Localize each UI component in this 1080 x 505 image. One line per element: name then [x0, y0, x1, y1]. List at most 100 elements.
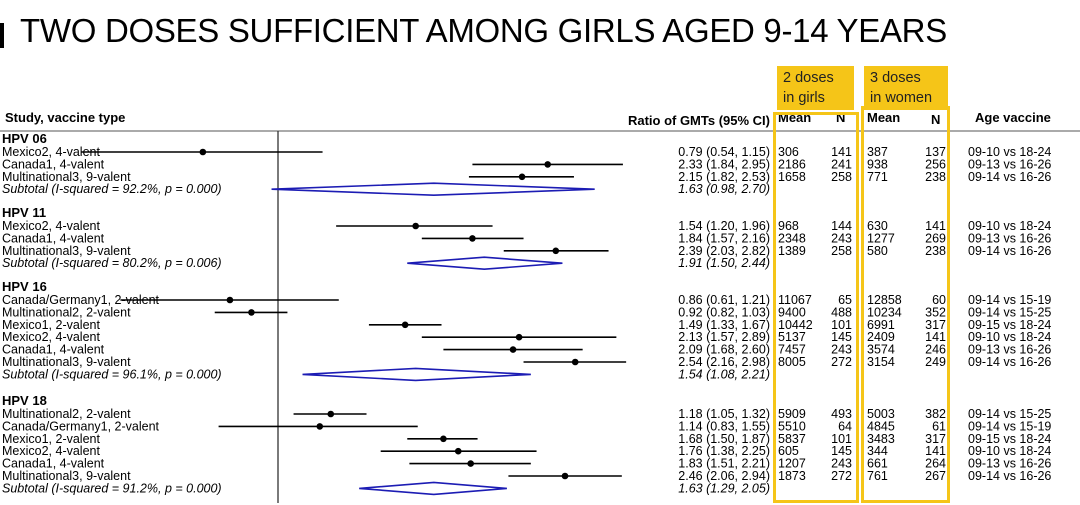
mean-women-value: 771 [867, 170, 888, 184]
point-estimate [316, 423, 324, 430]
subtotal-ci-text: 1.91 (1.50, 2.44) [678, 256, 770, 270]
n-girls-value: 243 [831, 231, 852, 245]
n-girls-value: 243 [831, 457, 852, 471]
mean-girls-value: 1389 [778, 244, 806, 258]
n-girls-value: 101 [831, 432, 852, 446]
mean-women-value: 580 [867, 244, 888, 258]
mean-women-value: 387 [867, 145, 888, 159]
mean-women-value: 10234 [867, 305, 902, 319]
ci-text: 1.84 (1.57, 2.16) [678, 231, 770, 245]
point-estimate [248, 309, 255, 316]
n-women-value: 141 [925, 219, 946, 233]
highlight-box-women [861, 106, 950, 503]
group-label: HPV 16 [2, 279, 47, 294]
n-girls-value: 65 [838, 293, 852, 307]
col-header-study: Study, vaccine type [5, 110, 125, 125]
point-estimate [571, 358, 579, 366]
subtotal-label: Subtotal (I-squared = 80.2%, p = 0.006) [2, 256, 222, 270]
group-label: HPV 11 [2, 205, 46, 220]
study-label: Canada/Germany1, 2-valent [2, 419, 160, 433]
mean-girls-value: 5909 [778, 407, 806, 421]
col-header-ratio: Ratio of GMTs (95% CI) [628, 113, 770, 128]
mean-women-value: 3574 [867, 343, 895, 357]
age-value: 09-13 vs 16-26 [968, 457, 1051, 471]
n-girls-value: 258 [831, 244, 852, 258]
mean-women-value: 2409 [867, 330, 895, 344]
age-value: 09-14 vs 16-26 [968, 244, 1051, 258]
n-women-value: 382 [925, 407, 946, 421]
col-header-mean-women: Mean [867, 110, 900, 125]
point-estimate [509, 346, 517, 353]
study-label: Canada1, 4-valent [2, 343, 105, 357]
mean-girls-value: 605 [778, 444, 799, 458]
subtotal-diamond [359, 481, 507, 496]
n-girls-value: 145 [831, 444, 852, 458]
n-women-value: 267 [925, 469, 946, 483]
age-value: 09-15 vs 18-24 [968, 432, 1051, 446]
age-value: 09-10 vs 18-24 [968, 219, 1051, 233]
study-label: Mexico2, 4-valent [2, 444, 100, 458]
study-label: Mexico1, 2-valent [2, 318, 100, 332]
n-women-value: 238 [925, 244, 946, 258]
mean-girls-value: 2348 [778, 231, 806, 245]
col-header-n-girls: N [836, 110, 845, 125]
mean-women-value: 630 [867, 219, 888, 233]
point-estimate [544, 161, 551, 168]
point-estimate [454, 447, 462, 455]
n-girls-value: 241 [831, 157, 852, 171]
study-label: Multinational3, 9-valent [2, 469, 131, 483]
n-girls-value: 243 [831, 343, 852, 357]
group-label: HPV 18 [2, 393, 47, 408]
age-value: 09-13 vs 16-26 [968, 157, 1051, 171]
n-girls-value: 272 [831, 355, 852, 369]
point-estimate [515, 333, 523, 341]
age-value: 09-10 vs 18-24 [968, 444, 1051, 458]
mean-women-value: 4845 [867, 419, 895, 433]
point-estimate [467, 460, 474, 467]
n-women-value: 317 [925, 432, 946, 446]
mean-girls-value: 968 [778, 219, 799, 233]
point-estimate [469, 235, 476, 242]
ci-text: 1.18 (1.05, 1.32) [678, 407, 770, 421]
mean-girls-value: 7457 [778, 343, 806, 357]
study-label: Multinational2, 2-valent [2, 305, 131, 319]
subtotal-ci-text: 1.63 (0.98, 2.70) [678, 182, 770, 196]
n-women-value: 60 [932, 293, 946, 307]
n-women-value: 256 [925, 157, 946, 171]
n-women-value: 137 [925, 145, 946, 159]
mean-women-value: 761 [867, 469, 888, 483]
n-women-value: 249 [925, 355, 946, 369]
mean-girls-value: 9400 [778, 305, 806, 319]
col-header-n-women: N [931, 112, 940, 127]
point-estimate [199, 148, 207, 156]
point-estimate [518, 173, 526, 181]
mean-women-value: 6991 [867, 318, 895, 332]
n-girls-value: 64 [838, 419, 852, 433]
n-girls-value: 101 [831, 318, 852, 332]
point-estimate [440, 435, 447, 443]
mean-women-value: 5003 [867, 407, 895, 421]
age-value: 09-14 vs 16-26 [968, 469, 1051, 483]
mean-girls-value: 8005 [778, 355, 806, 369]
ci-text: 2.46 (2.06, 2.94) [678, 469, 770, 483]
point-estimate [327, 410, 335, 418]
n-women-value: 141 [925, 444, 946, 458]
mean-girls-value: 5837 [778, 432, 806, 446]
study-label: Mexico2, 4-valent [2, 145, 100, 159]
ci-text: 1.83 (1.51, 2.21) [678, 457, 770, 471]
subtotal-diamond [271, 182, 595, 197]
n-girls-value: 272 [831, 469, 852, 483]
ci-text: 2.13 (1.57, 2.89) [678, 330, 770, 344]
n-girls-value: 488 [831, 305, 852, 319]
point-estimate [561, 472, 569, 480]
n-girls-value: 258 [831, 170, 852, 184]
subtotal-label: Subtotal (I-squared = 92.2%, p = 0.000) [2, 182, 222, 196]
ci-text: 2.15 (1.82, 2.53) [678, 170, 770, 184]
study-label: Mexico2, 4-valent [2, 330, 100, 344]
col-header-age: Age vaccine [975, 110, 1051, 125]
mean-women-value: 3154 [867, 355, 895, 369]
mean-girls-value: 5510 [778, 419, 806, 433]
age-value: 09-14 vs 16-26 [968, 170, 1051, 184]
age-value: 09-14 vs 15-25 [968, 407, 1051, 421]
n-women-value: 269 [925, 231, 946, 245]
